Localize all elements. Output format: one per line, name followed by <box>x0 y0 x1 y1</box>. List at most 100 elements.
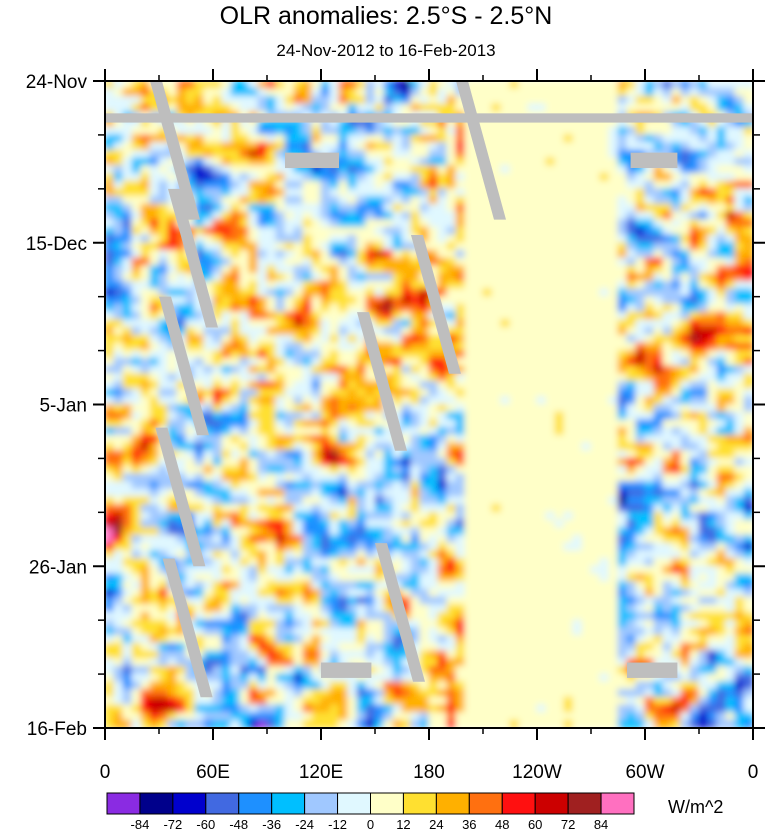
heatmap-cell <box>446 226 457 236</box>
heatmap-cell <box>410 211 421 221</box>
heatmap-cell <box>419 142 430 151</box>
heatmap-cell <box>473 588 484 598</box>
heatmap-cell <box>707 396 718 405</box>
heatmap-cell <box>653 203 664 213</box>
heatmap-cell <box>419 180 430 190</box>
heatmap-cell <box>662 350 673 359</box>
heatmap-cell <box>446 219 457 228</box>
heatmap-cell <box>113 434 124 444</box>
heatmap-cell <box>536 103 547 113</box>
heatmap-cell <box>725 465 736 475</box>
heatmap-cell <box>446 288 457 298</box>
heatmap-cell <box>716 149 727 159</box>
heatmap-cell <box>221 457 232 467</box>
heatmap-cell <box>581 342 592 352</box>
heatmap-cell <box>500 81 511 90</box>
heatmap-cell <box>248 296 259 305</box>
heatmap-cell <box>626 280 637 290</box>
heatmap-cell <box>158 350 169 359</box>
heatmap-cell <box>122 257 133 267</box>
heatmap-cell <box>644 488 655 498</box>
heatmap-cell <box>716 534 727 544</box>
heatmap-cell <box>590 81 601 90</box>
heatmap-cell <box>248 280 259 290</box>
heatmap-cell <box>446 450 457 459</box>
heatmap-cell <box>500 488 511 498</box>
heatmap-cell <box>410 550 421 560</box>
heatmap-cell <box>482 427 493 436</box>
heatmap-cell <box>302 81 313 90</box>
heatmap-cell <box>185 280 196 290</box>
heatmap-cell <box>581 203 592 213</box>
heatmap-cell <box>482 442 493 452</box>
heatmap-cell <box>212 550 223 560</box>
heatmap-cell <box>176 450 187 459</box>
heatmap-cell <box>365 165 376 174</box>
heatmap-cell <box>464 211 475 221</box>
heatmap-cell <box>347 188 358 198</box>
heatmap-cell <box>329 550 340 560</box>
heatmap-cell <box>365 134 376 144</box>
heatmap-cell <box>671 511 682 521</box>
heatmap-cell <box>401 411 412 421</box>
heatmap-cell <box>716 558 727 567</box>
heatmap-cell <box>149 573 160 583</box>
heatmap-cell <box>311 419 322 429</box>
heatmap-cell <box>275 457 286 467</box>
heatmap-cell <box>248 172 259 182</box>
heatmap-cell <box>545 273 556 282</box>
heatmap-cell <box>554 565 565 575</box>
heatmap-cell <box>167 234 178 244</box>
heatmap-cell <box>644 242 655 251</box>
heatmap-cell <box>113 234 124 244</box>
heatmap-cell <box>329 303 340 313</box>
heatmap-cell <box>131 257 142 267</box>
heatmap-cell <box>734 457 745 467</box>
heatmap-cell <box>284 357 295 367</box>
heatmap-cell <box>194 95 205 105</box>
heatmap-cell <box>383 81 394 90</box>
heatmap-cell <box>185 442 196 452</box>
heatmap-cell <box>698 311 709 321</box>
heatmap-cell <box>302 134 313 144</box>
heatmap-cell <box>365 226 376 236</box>
heatmap-cell <box>284 280 295 290</box>
heatmap-cell <box>527 380 538 390</box>
heatmap-cell <box>527 350 538 359</box>
heatmap-cell <box>536 273 547 282</box>
heatmap-cell <box>105 103 115 113</box>
heatmap-cell <box>230 596 241 606</box>
heatmap-cell <box>194 496 205 506</box>
heatmap-cell <box>743 357 753 367</box>
heatmap-cell <box>140 457 151 467</box>
heatmap-cell <box>392 519 403 529</box>
heatmap-cell <box>428 234 439 244</box>
heatmap-cell <box>689 504 700 513</box>
heatmap-cell <box>707 157 718 167</box>
heatmap-cell <box>365 411 376 421</box>
heatmap-cell <box>401 427 412 436</box>
heatmap-cell <box>644 481 655 490</box>
heatmap-cell <box>671 134 682 144</box>
heatmap-cell <box>293 188 304 198</box>
heatmap-cell <box>230 81 241 90</box>
heatmap-cell <box>113 134 124 144</box>
heatmap-cell <box>158 219 169 228</box>
heatmap-cell <box>725 311 736 321</box>
heatmap-cell <box>716 596 727 606</box>
heatmap-cell <box>248 558 259 567</box>
heatmap-cell <box>689 126 700 136</box>
heatmap-cell <box>248 573 259 583</box>
heatmap-cell <box>455 326 466 336</box>
heatmap-cell <box>680 434 691 444</box>
heatmap-cell <box>518 450 529 459</box>
heatmap-cell <box>302 450 313 459</box>
heatmap-cell <box>500 519 511 529</box>
heatmap-cell <box>176 296 187 305</box>
heatmap-cell <box>437 350 448 359</box>
heatmap-cell <box>105 588 115 598</box>
heatmap-cell <box>176 380 187 390</box>
heatmap-cell <box>410 396 421 405</box>
heatmap-cell <box>626 180 637 190</box>
heatmap-cell <box>302 342 313 352</box>
